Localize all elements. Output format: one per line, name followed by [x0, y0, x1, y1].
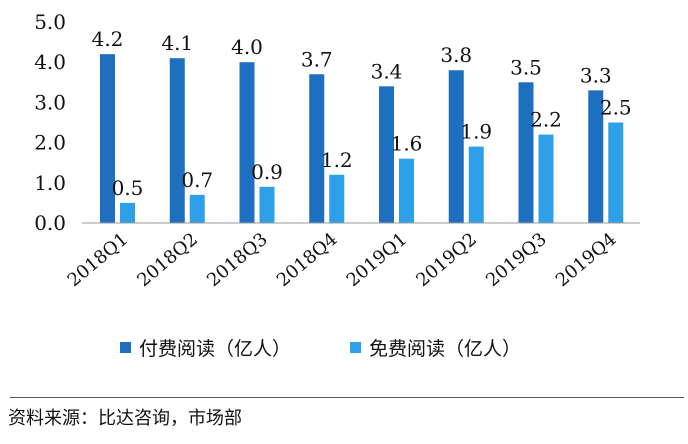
data-label-paid: 3.3	[580, 63, 612, 87]
data-label-paid: 3.4	[371, 59, 403, 83]
chart-legend: 付费阅读（亿人） 免费阅读（亿人）	[0, 332, 688, 362]
y-axis: 0.0 1.0 2.0 3.0 4.0 5.0	[34, 10, 66, 235]
bar-paid	[448, 70, 464, 224]
data-label-free: 2.5	[600, 96, 632, 120]
data-label-paid: 4.2	[92, 27, 124, 51]
x-tick-label: 2019Q3	[482, 229, 551, 291]
bar-paid	[518, 82, 534, 223]
data-label-free: 1.9	[460, 120, 492, 144]
data-label-paid: 4.1	[161, 31, 193, 55]
bar-free	[120, 202, 135, 223]
bar-paid	[169, 58, 185, 224]
data-label-group: 4.2 0.5 4.1 0.7 4.0 0.9 3.7 1.2 3.4 1.6 3.8 1.9 3.5 2…	[92, 27, 632, 200]
bar-free	[608, 122, 624, 223]
y-tick-label: 1.0	[34, 171, 66, 195]
bar-free	[329, 174, 345, 223]
bar-group	[100, 54, 624, 224]
data-label-free: 0.5	[112, 176, 144, 200]
bar-free	[259, 186, 275, 223]
data-label-free: 1.6	[391, 132, 423, 156]
bar-paid	[100, 54, 115, 223]
data-label-free: 0.9	[251, 160, 283, 184]
legend-item-paid: 付费阅读（亿人）	[120, 332, 291, 362]
legend-label-free: 免费阅读（亿人）	[369, 337, 522, 360]
source-note: 资料来源：比达咨询，市场部	[8, 408, 242, 429]
bar-paid	[379, 86, 394, 223]
bar-paid	[239, 62, 255, 224]
bar-free	[399, 158, 414, 223]
x-tick-label: 2019Q4	[552, 229, 621, 291]
bar-paid	[309, 74, 325, 223]
data-label-paid: 3.7	[301, 47, 333, 71]
data-label-paid: 3.8	[440, 43, 472, 67]
y-tick-label: 0.0	[34, 211, 66, 235]
legend-swatch-free	[350, 341, 361, 353]
bar-chart: 0.0 1.0 2.0 3.0 4.0 5.0 4.2 0.5 4.1 0.7 4.0 0.9 3.7…	[34, 10, 640, 291]
footer-divider	[10, 397, 684, 398]
legend-swatch-paid	[120, 341, 131, 353]
data-label-paid: 3.5	[510, 55, 542, 79]
bar-free	[538, 134, 554, 223]
x-tick-label: 2018Q3	[203, 229, 272, 291]
bar-free	[189, 194, 205, 223]
y-tick-label: 3.0	[34, 90, 66, 114]
data-label-free: 2.2	[530, 108, 562, 132]
legend-label-paid: 付费阅读（亿人）	[139, 337, 292, 360]
data-label-free: 1.2	[321, 148, 353, 172]
x-tick-label: 2018Q4	[273, 229, 342, 291]
x-axis: 2018Q1 2018Q2 2018Q3 2018Q4 2019Q1 2019Q2 2019…	[64, 222, 640, 291]
y-tick-label: 5.0	[34, 10, 66, 34]
x-tick-label: 2019Q2	[412, 229, 481, 291]
bar-paid	[588, 90, 604, 223]
data-label-free: 0.7	[181, 168, 213, 192]
y-tick-label: 4.0	[34, 50, 66, 74]
bar-free	[468, 146, 484, 223]
x-tick-label: 2018Q2	[133, 229, 202, 291]
x-tick-label: 2018Q1	[64, 229, 133, 291]
legend-item-free: 免费阅读（亿人）	[350, 332, 521, 362]
data-label-paid: 4.0	[231, 35, 263, 59]
y-tick-label: 2.0	[34, 131, 66, 155]
x-tick-label: 2019Q1	[343, 229, 412, 291]
